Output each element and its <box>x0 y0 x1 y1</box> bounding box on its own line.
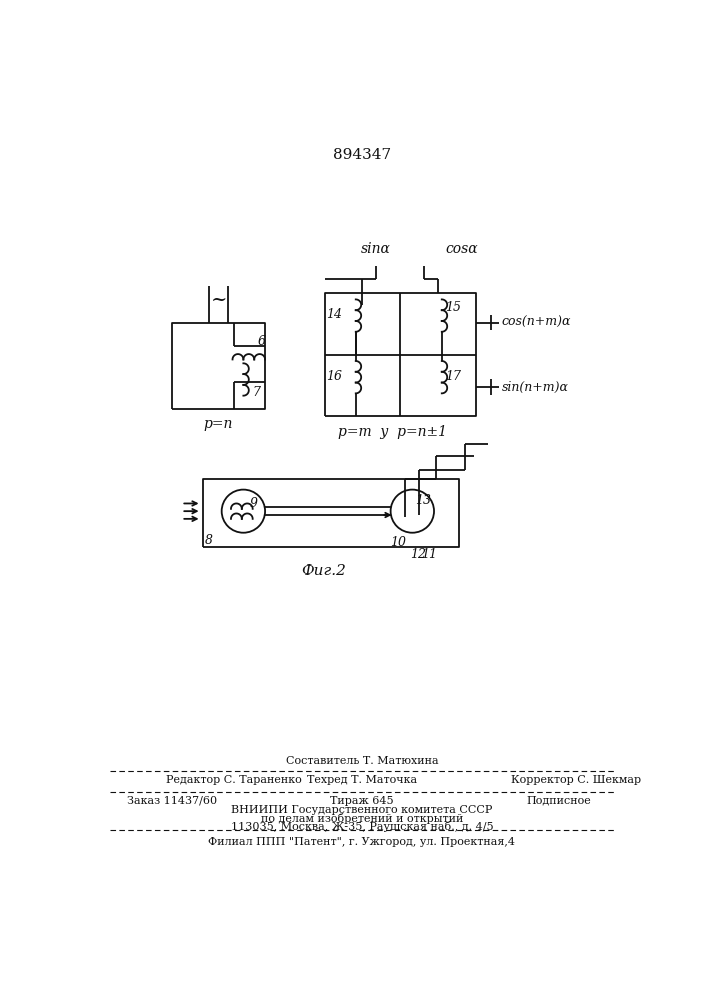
Text: cosα: cosα <box>445 242 478 256</box>
Text: 11: 11 <box>421 548 438 561</box>
Text: Корректор С. Шекмар: Корректор С. Шекмар <box>510 775 641 785</box>
Text: Подписное: Подписное <box>526 796 591 806</box>
Text: Заказ 11437/60: Заказ 11437/60 <box>127 796 217 806</box>
Text: ВНИИПИ Государственного комитета СССР: ВНИИПИ Государственного комитета СССР <box>231 805 493 815</box>
Text: cos(n+m)α: cos(n+m)α <box>501 316 571 329</box>
Text: p=m  у  p=n±1: p=m у p=n±1 <box>338 425 447 439</box>
Text: по делам изобретений и открытий: по делам изобретений и открытий <box>261 813 463 824</box>
Text: 13: 13 <box>414 494 431 507</box>
Text: sinα: sinα <box>361 242 390 256</box>
Text: Составитель Т. Матюхина: Составитель Т. Матюхина <box>286 756 438 766</box>
Text: 894347: 894347 <box>333 148 391 162</box>
Text: Филиал ППП "Патент", г. Ужгород, ул. Проектная,4: Филиал ППП "Патент", г. Ужгород, ул. Про… <box>209 837 515 847</box>
Text: ~: ~ <box>211 290 227 308</box>
Text: p=n: p=n <box>204 417 233 431</box>
Text: 14: 14 <box>326 308 341 321</box>
Text: Тираж 645: Тираж 645 <box>330 796 394 806</box>
Text: 15: 15 <box>445 301 461 314</box>
Text: 6: 6 <box>258 335 266 348</box>
Text: Техред Т. Маточка: Техред Т. Маточка <box>307 775 417 785</box>
Text: 17: 17 <box>445 370 461 383</box>
Text: Редактор С. Тараненко: Редактор С. Тараненко <box>166 775 302 785</box>
Text: 8: 8 <box>205 534 214 547</box>
Text: 10: 10 <box>390 536 407 549</box>
Text: 16: 16 <box>326 370 341 383</box>
Text: sin(n+m)α: sin(n+m)α <box>501 381 568 394</box>
Text: 9: 9 <box>250 497 257 510</box>
Text: 7: 7 <box>252 386 261 399</box>
Text: Фиг.2: Фиг.2 <box>300 564 346 578</box>
Text: 12: 12 <box>411 548 426 561</box>
Text: 113035, Москва, Ж-35, Раушская наб., д. 4/5: 113035, Москва, Ж-35, Раушская наб., д. … <box>230 821 493 832</box>
